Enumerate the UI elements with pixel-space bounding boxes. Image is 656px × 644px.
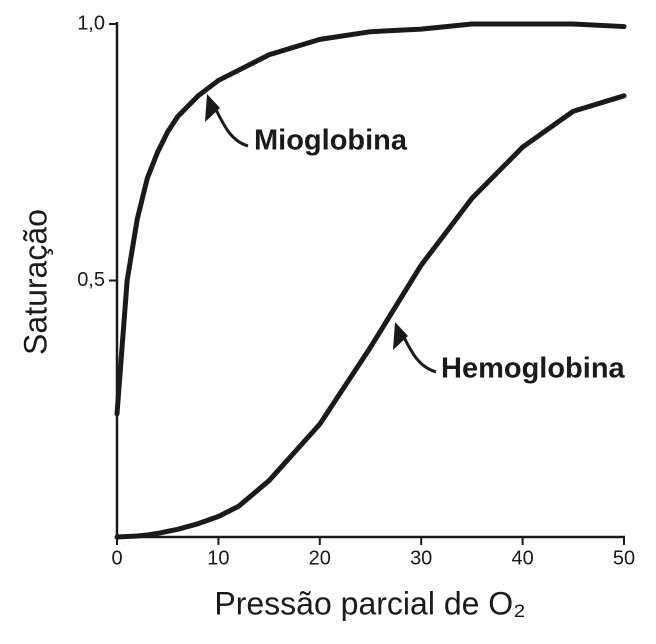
x-tick-label: 20 (309, 547, 331, 569)
x-tick-label: 30 (410, 547, 432, 569)
x-tick-label: 40 (511, 547, 533, 569)
series-annotation: Mioglobina (254, 125, 408, 157)
y-tick-label: 0,5 (77, 269, 105, 291)
annotation-arrowhead (393, 322, 408, 350)
x-tick-label: 10 (207, 547, 229, 569)
x-axis-label: Pressão parcial de O₂ (214, 585, 525, 621)
series-annotation: Hemoglobina (441, 353, 626, 385)
x-tick-label: 0 (111, 547, 122, 569)
y-axis-label: Saturação (17, 209, 53, 355)
series-line (114, 93, 627, 540)
x-tick-label: 50 (613, 547, 635, 569)
series-line (114, 21, 627, 417)
annotation-arrowhead (205, 94, 220, 122)
y-tick-label: 1,0 (77, 12, 105, 34)
